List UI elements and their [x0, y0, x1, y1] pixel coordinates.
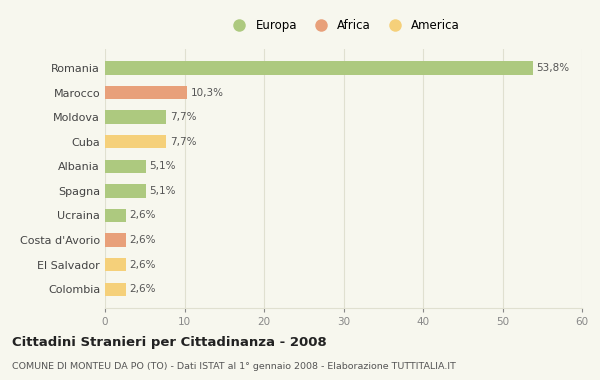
Bar — [105, 61, 533, 75]
Text: 7,7%: 7,7% — [170, 137, 197, 147]
Bar — [105, 282, 125, 296]
Text: 5,1%: 5,1% — [149, 186, 176, 196]
Text: 2,6%: 2,6% — [130, 235, 156, 245]
Bar — [105, 258, 125, 271]
Text: 53,8%: 53,8% — [536, 63, 570, 73]
Text: 2,6%: 2,6% — [130, 211, 156, 220]
Bar — [105, 110, 166, 124]
Bar — [105, 160, 146, 173]
Text: 2,6%: 2,6% — [130, 284, 156, 294]
Text: 7,7%: 7,7% — [170, 112, 197, 122]
Text: 2,6%: 2,6% — [130, 260, 156, 270]
Legend: Europa, Africa, America: Europa, Africa, America — [227, 19, 460, 32]
Bar — [105, 233, 125, 247]
Bar — [105, 209, 125, 222]
Text: COMUNE DI MONTEU DA PO (TO) - Dati ISTAT al 1° gennaio 2008 - Elaborazione TUTTI: COMUNE DI MONTEU DA PO (TO) - Dati ISTAT… — [12, 362, 456, 370]
Bar — [105, 135, 166, 149]
Bar — [105, 86, 187, 99]
Bar — [105, 184, 146, 198]
Text: Cittadini Stranieri per Cittadinanza - 2008: Cittadini Stranieri per Cittadinanza - 2… — [12, 336, 327, 349]
Text: 5,1%: 5,1% — [149, 161, 176, 171]
Text: 10,3%: 10,3% — [191, 87, 224, 98]
